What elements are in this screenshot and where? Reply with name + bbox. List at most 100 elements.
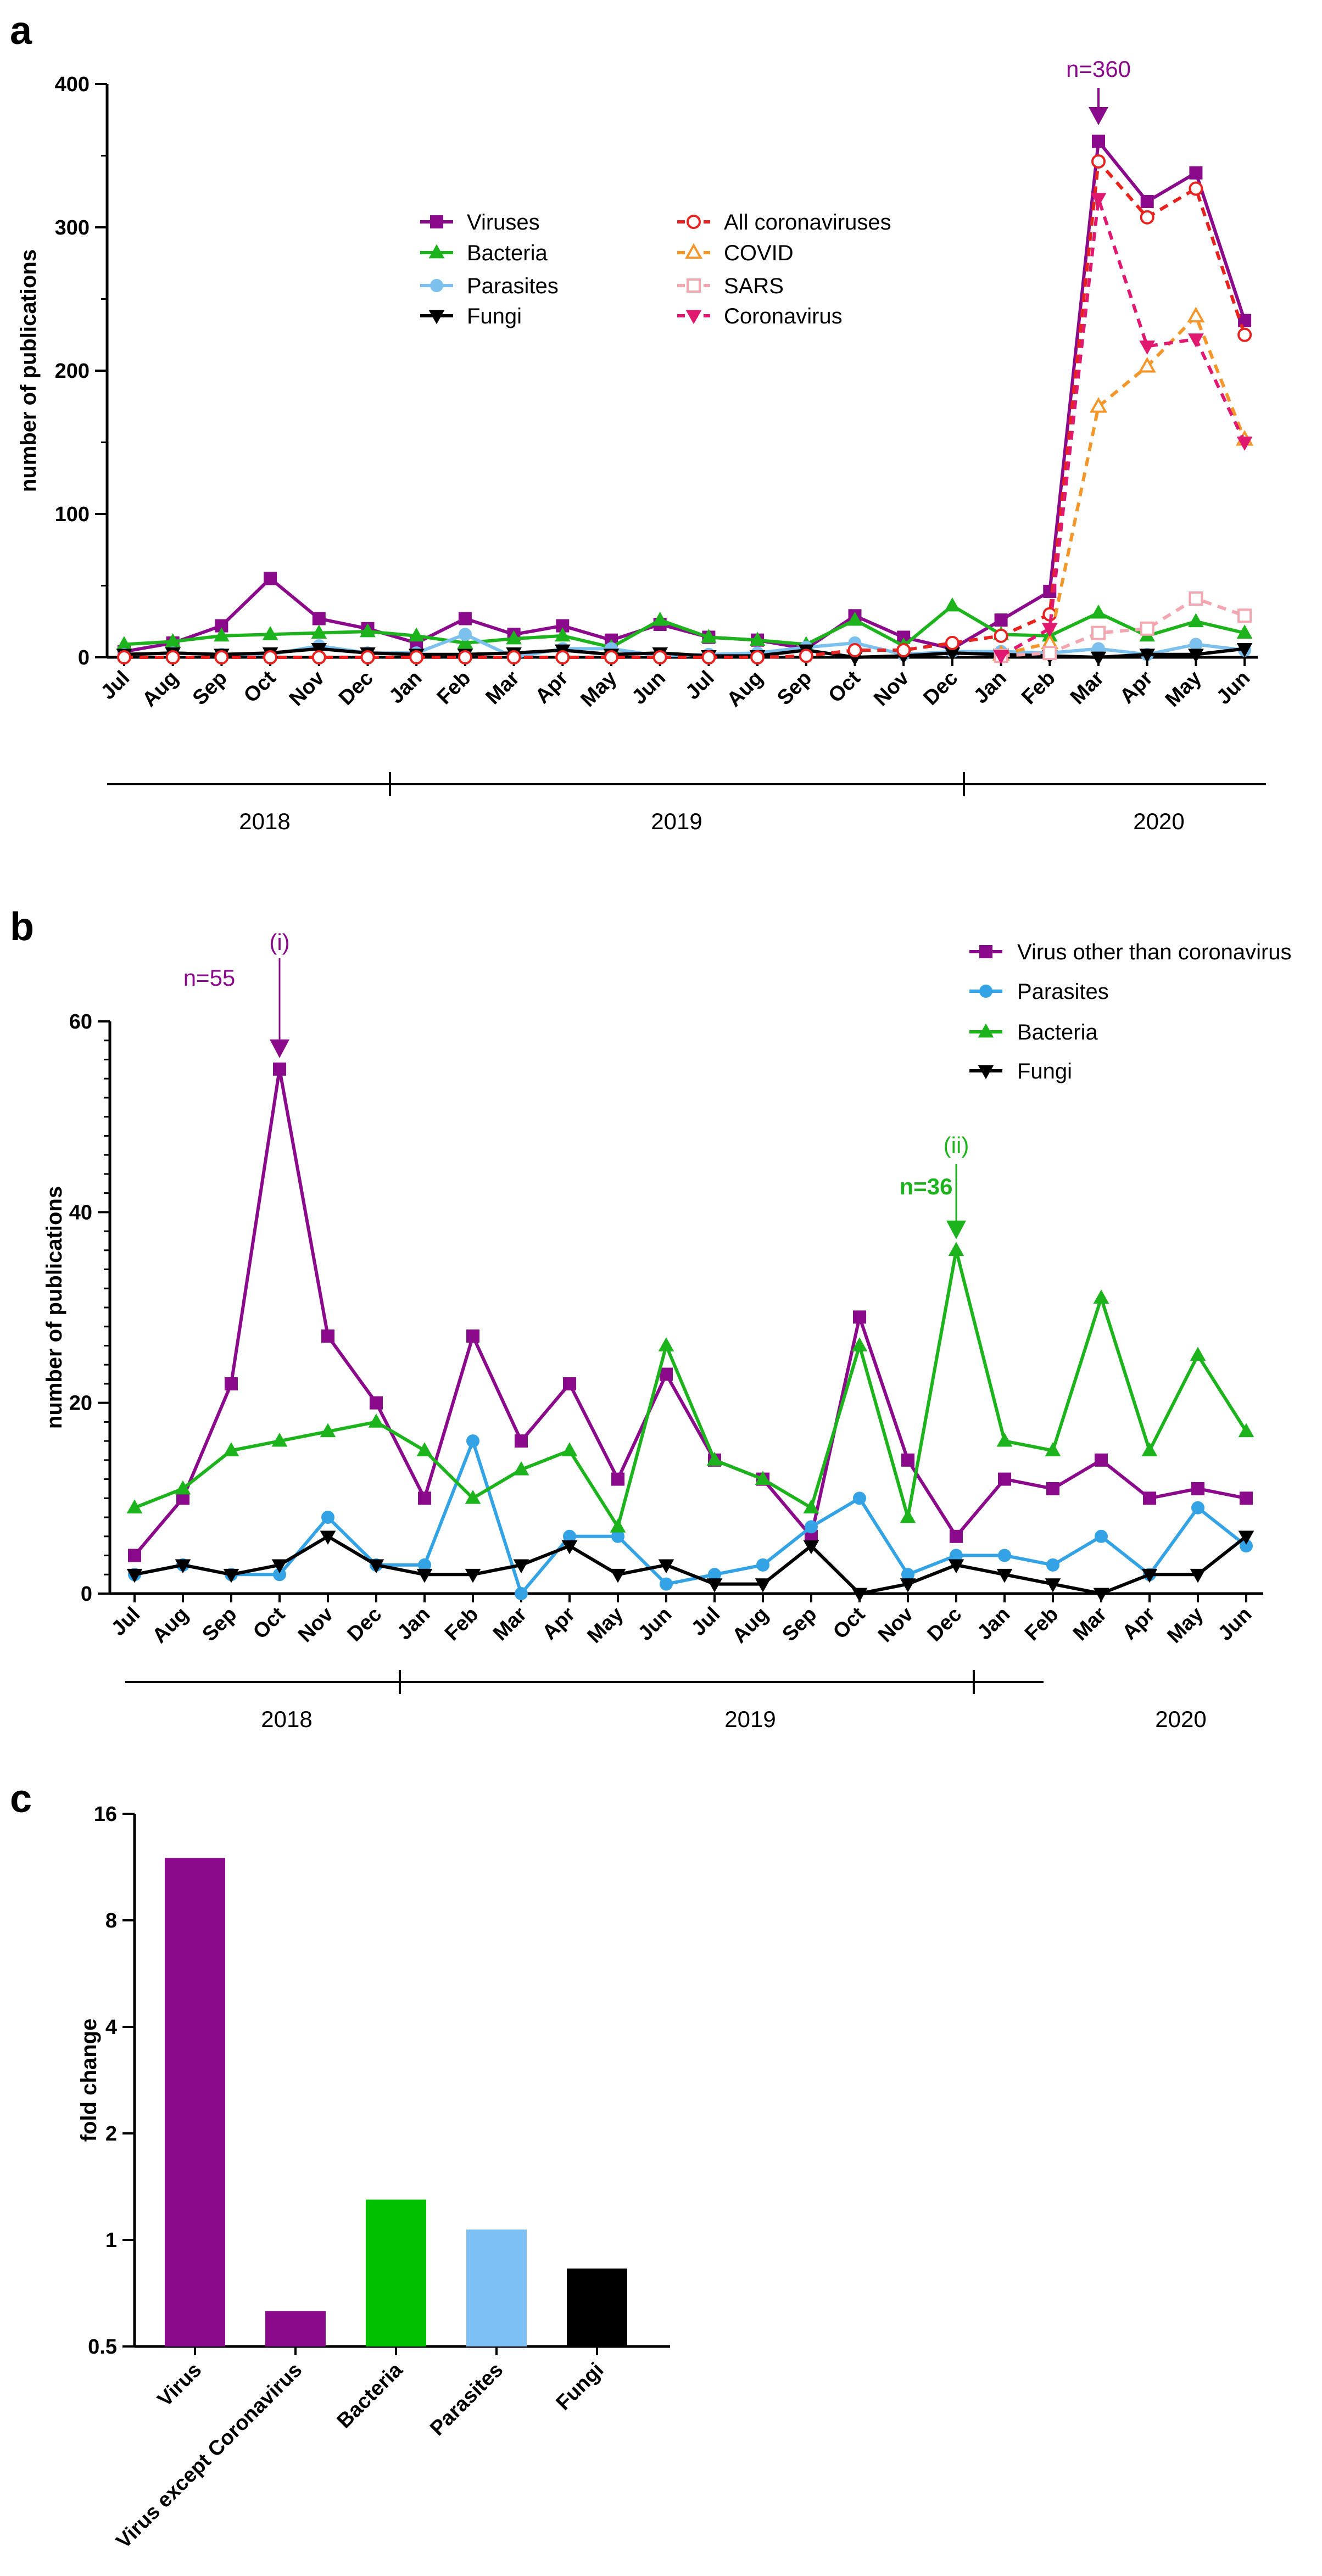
y-tick-label: 0 bbox=[78, 646, 90, 669]
point-fungi-mar bbox=[1093, 1588, 1109, 1602]
point-bacteria-mar bbox=[513, 1461, 529, 1476]
point-virus-other-than-coronavirus-nov bbox=[901, 1453, 914, 1467]
point-virus-other-than-coronavirus-feb bbox=[1046, 1482, 1059, 1495]
point-virus-other-than-coronavirus-jan bbox=[998, 1472, 1011, 1486]
x-tick-label-dec: Dec bbox=[343, 1603, 386, 1646]
point-bacteria-mar bbox=[506, 630, 522, 645]
year-label-2020: 2020 bbox=[1155, 1706, 1206, 1732]
point-bacteria-apr bbox=[554, 627, 571, 642]
point-fungi-may bbox=[1190, 1568, 1206, 1583]
point-parasites-may bbox=[1191, 1501, 1204, 1515]
point-all-coronaviruses-may bbox=[1189, 181, 1203, 196]
point-bacteria-feb bbox=[457, 634, 473, 649]
point-all-coronaviruses-nov bbox=[311, 650, 326, 664]
x-tick-label-mar: Mar bbox=[1069, 1603, 1112, 1646]
x-tick-label-feb: Feb bbox=[1020, 1603, 1063, 1645]
point-virus-other-than-coronavirus-sep bbox=[225, 1377, 238, 1390]
x-tick-label-jul: Jul bbox=[97, 667, 135, 705]
x-tick-label-virus-except-coronavirus: Virus except Coronavirus bbox=[112, 2359, 307, 2553]
x-tick-label-nov: Nov bbox=[869, 667, 913, 711]
legend-label-parasites: Parasites bbox=[467, 274, 559, 298]
point-virus-other-than-coronavirus-oct bbox=[273, 1062, 286, 1076]
annotation-arrowhead-1 bbox=[270, 1039, 289, 1058]
x-tick-label-oct: Oct bbox=[824, 666, 865, 707]
point-all-coronaviruses-apr bbox=[1140, 210, 1154, 225]
x-tick-label-jan: Jan bbox=[973, 1603, 1014, 1645]
point-covid-may bbox=[1187, 306, 1205, 323]
x-tick-label-jan: Jan bbox=[385, 667, 427, 708]
y-tick-label: 8 bbox=[105, 1909, 117, 1932]
x-tick-label-jan: Jan bbox=[969, 667, 1011, 708]
x-tick-label-virus: Virus bbox=[153, 2359, 206, 2411]
point-bacteria-feb bbox=[1045, 1442, 1061, 1456]
point-bacteria-oct bbox=[262, 625, 278, 640]
point-virus-other-than-coronavirus-jun bbox=[1240, 1491, 1253, 1505]
point-fungi-dec bbox=[368, 1559, 384, 1574]
point-all-coronaviruses-jul bbox=[117, 650, 131, 664]
point-bacteria-jan bbox=[996, 1432, 1013, 1447]
series-bacteria bbox=[126, 1242, 1254, 1533]
series-fungi bbox=[126, 1530, 1254, 1602]
point-fungi-nov bbox=[320, 1530, 336, 1545]
point-fungi-nov bbox=[900, 1578, 916, 1592]
point-parasites-mar bbox=[1095, 1529, 1108, 1543]
point-bacteria-nov bbox=[320, 1423, 336, 1438]
point-all-coronaviruses-jul bbox=[701, 650, 716, 664]
series-line-bacteria bbox=[124, 604, 1245, 649]
series-line-all-coronaviruses bbox=[124, 159, 1246, 659]
x-tick-label-dec: Dec bbox=[919, 667, 962, 710]
point-bacteria-apr bbox=[561, 1442, 578, 1456]
point-bacteria-may bbox=[1190, 1346, 1206, 1361]
y-tick-label: 40 bbox=[69, 1201, 92, 1224]
point-coronavirus-apr bbox=[1139, 340, 1156, 355]
point-parasites-nov bbox=[321, 1511, 334, 1524]
point-fungi-jul bbox=[126, 1568, 143, 1583]
legend-marker-fungi bbox=[978, 1065, 994, 1080]
x-tick-label-bacteria: Bacteria bbox=[333, 2358, 408, 2433]
y-tick-label: 2 bbox=[105, 2122, 117, 2145]
x-tick-label-mar: Mar bbox=[481, 667, 524, 709]
point-bacteria-feb bbox=[465, 1490, 481, 1504]
series-coronavirus bbox=[993, 193, 1253, 664]
point-parasites-may bbox=[1189, 638, 1203, 651]
point-fungi-apr bbox=[1139, 649, 1156, 663]
point-viruses-jan bbox=[994, 613, 1008, 627]
x-tick-label-jul: Jul bbox=[681, 667, 719, 705]
point-virus-other-than-coronavirus-jun bbox=[660, 1367, 673, 1381]
y-tick-label: 200 bbox=[55, 360, 90, 383]
point-fungi-oct bbox=[851, 1588, 868, 1602]
x-tick-label-aug: Aug bbox=[138, 667, 183, 712]
x-tick-label-feb: Feb bbox=[433, 667, 475, 709]
series-line-parasites bbox=[134, 1439, 1247, 1595]
annotation-label-1: (i) bbox=[269, 929, 289, 955]
point-bacteria-jun bbox=[658, 1337, 674, 1351]
point-virus-other-than-coronavirus-apr bbox=[563, 1377, 576, 1390]
point-bacteria-may bbox=[1188, 613, 1204, 628]
series-line-viruses bbox=[124, 139, 1246, 653]
point-virus-other-than-coronavirus-mar bbox=[1095, 1453, 1108, 1467]
point-parasites-aug bbox=[756, 1558, 769, 1572]
y-tick-label: 20 bbox=[69, 1392, 92, 1415]
point-all-coronaviruses-oct bbox=[263, 650, 278, 664]
x-tick-label-dec: Dec bbox=[923, 1603, 966, 1646]
point-viruses-jun bbox=[1238, 314, 1252, 327]
point-bacteria-dec bbox=[360, 623, 376, 638]
point-bacteria-nov bbox=[900, 1508, 916, 1523]
point-fungi-apr bbox=[1141, 1568, 1158, 1583]
y-tick-label: 400 bbox=[55, 73, 90, 96]
year-label-2018: 2018 bbox=[239, 808, 290, 834]
series-covid bbox=[992, 306, 1254, 661]
x-tick-label-mar: Mar bbox=[1066, 667, 1109, 709]
point-all-coronaviruses-aug bbox=[750, 650, 765, 664]
point-parasites-sep bbox=[805, 1520, 818, 1534]
point-all-coronaviruses-sep bbox=[214, 650, 229, 664]
point-bacteria-jul bbox=[701, 629, 717, 643]
point-bacteria-sep bbox=[803, 1499, 819, 1514]
point-parasites-feb bbox=[1046, 1558, 1059, 1572]
point-fungi-mar bbox=[1090, 651, 1107, 666]
x-tick-label-dec: Dec bbox=[334, 667, 378, 710]
y-tick-label: 0 bbox=[81, 1583, 92, 1606]
